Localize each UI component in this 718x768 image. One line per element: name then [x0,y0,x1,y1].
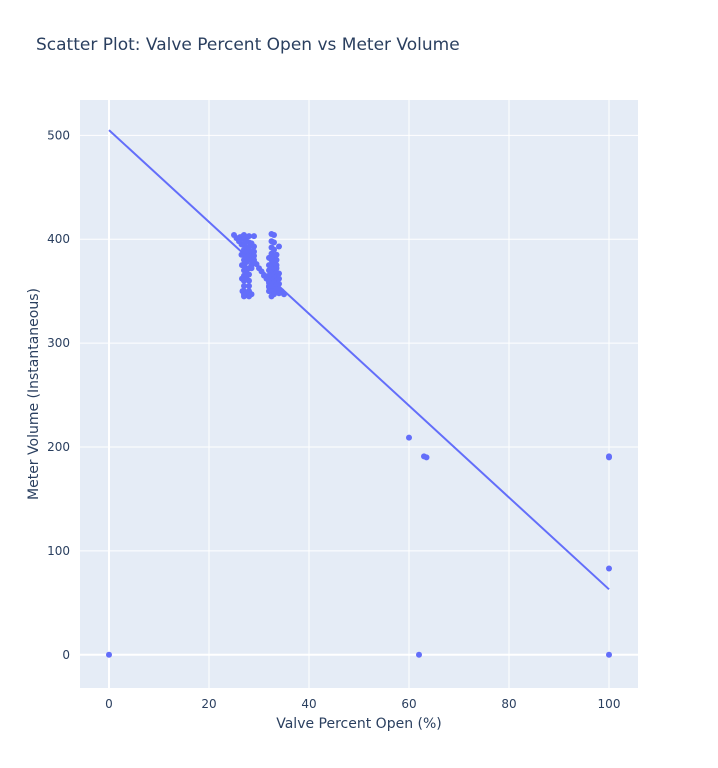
data-point [251,233,257,240]
y-tick-label: 400 [47,232,70,246]
x-tick-label: 40 [301,697,316,711]
data-point [273,251,280,258]
y-axis-ticks: 0 100 200 300 400 500 [47,128,70,661]
data-point [241,282,247,289]
plot-area [80,100,638,688]
trend-line-layer [108,129,610,591]
grid-lines [80,100,638,688]
x-tick-label: 100 [598,697,621,711]
x-axis-ticks: 0 20 40 60 80 100 [105,697,620,711]
data-point [248,291,255,298]
data-point [246,233,252,240]
x-tick-label: 80 [501,697,516,711]
chart-title: Scatter Plot: Valve Percent Open vs Mete… [36,35,460,55]
x-tick-label: 20 [201,697,216,711]
data-point [416,651,422,658]
data-point [271,239,277,246]
y-tick-label: 200 [47,440,70,454]
data-point [606,453,612,460]
data-point [606,651,612,658]
data-point [251,248,257,255]
data-point [276,270,282,277]
data-points [106,231,612,658]
data-point [246,277,252,284]
data-point [106,651,112,658]
x-tick-label: 0 [105,697,113,711]
data-point [271,232,277,239]
data-point [271,291,277,298]
data-point [406,434,412,441]
y-tick-label: 300 [47,336,70,350]
data-point [423,454,430,461]
data-point [251,243,257,250]
data-point [246,282,252,289]
data-point [276,275,282,282]
trend-line [108,129,610,591]
y-tick-label: 0 [62,648,70,662]
data-point [273,256,280,263]
data-point [248,265,255,272]
data-point [276,243,282,250]
data-point [606,565,612,572]
x-tick-label: 60 [401,697,416,711]
x-axis-label: Valve Percent Open (%) [276,716,442,732]
y-tick-label: 100 [47,544,70,558]
y-tick-label: 500 [47,128,70,142]
data-point [271,246,277,253]
data-point [273,265,280,272]
data-point [251,252,257,259]
data-point [281,291,287,298]
data-point [246,271,252,278]
y-axis-label: Meter Volume (Instantaneous) [26,288,42,500]
data-point [276,280,282,287]
